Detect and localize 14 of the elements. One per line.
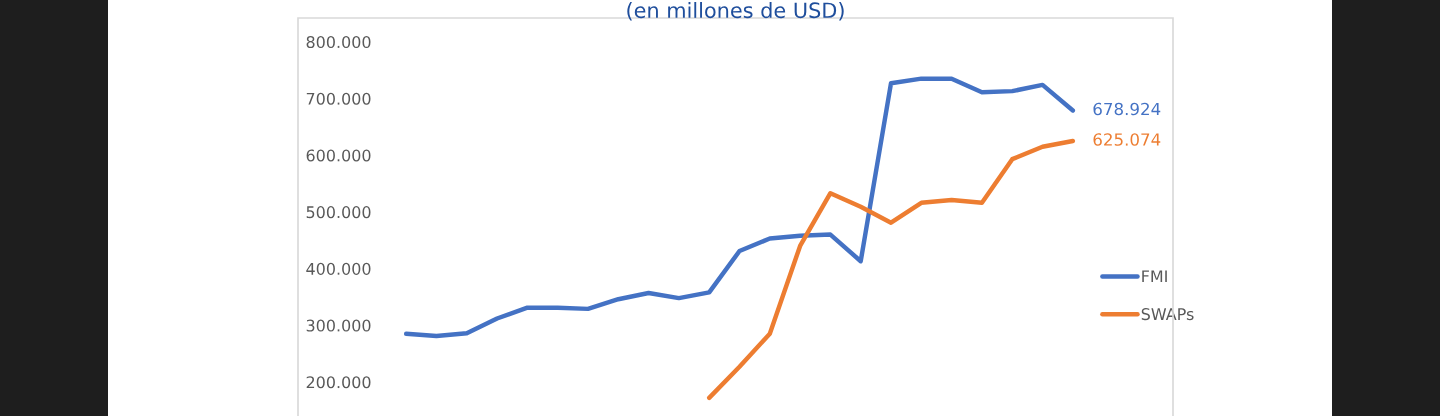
line-series (403, 76, 1076, 339)
legend-label: FMI (1142, 270, 1167, 283)
y-tick-label: 700.000 (306, 92, 371, 105)
line-series (706, 138, 1076, 401)
y-tick-label: 500.000 (306, 206, 371, 219)
y-tick-label: 200.000 (306, 376, 371, 389)
y-tick-label: 600.000 (306, 149, 371, 162)
legend-label: SWAPs (1141, 308, 1194, 321)
chart-subtitle: (en millones de USD) (627, 2, 844, 21)
y-tick-label: 400.000 (306, 262, 371, 275)
y-tick-label: 300.000 (306, 319, 371, 332)
data-label: 678.924 (1093, 102, 1161, 116)
data-label: 625.074 (1093, 133, 1161, 146)
y-tick-label: 800.000 (306, 36, 371, 49)
